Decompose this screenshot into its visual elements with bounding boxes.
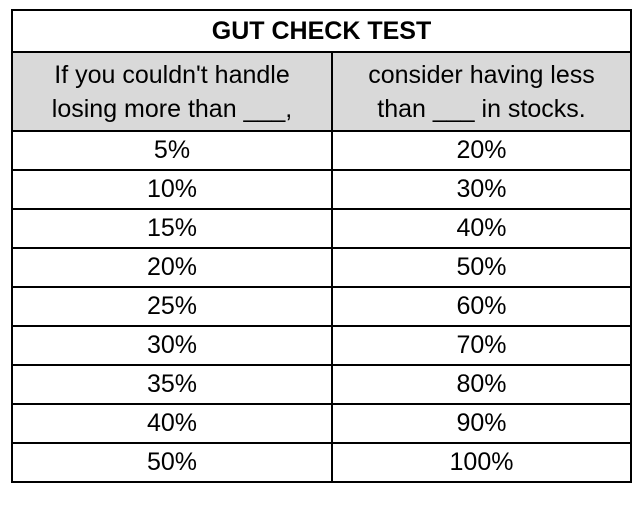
stocks-cell: 80% <box>330 364 633 405</box>
loss-cell: 20% <box>11 247 333 288</box>
loss-cell: 5% <box>11 130 333 171</box>
table-row: 5% 20% <box>11 130 633 171</box>
table-row: 10% 30% <box>11 169 633 210</box>
gut-check-table: GUT CHECK TEST If you couldn't handle lo… <box>10 9 633 483</box>
stocks-cell: 50% <box>330 247 633 288</box>
stocks-cell: 100% <box>330 442 633 483</box>
title-row: GUT CHECK TEST <box>10 9 633 53</box>
table-row: 15% 40% <box>11 208 633 249</box>
loss-cell: 15% <box>11 208 333 249</box>
loss-cell: 40% <box>11 403 333 444</box>
stocks-cell: 20% <box>330 130 633 171</box>
stocks-cell: 60% <box>330 286 633 327</box>
stocks-header-line-2: than ___ in stocks. <box>377 94 586 123</box>
table-row: 25% 60% <box>11 286 633 327</box>
stocks-cell: 70% <box>330 325 633 366</box>
table-row: 30% 70% <box>11 325 633 366</box>
loss-column-header: If you couldn't handle losing more than … <box>11 51 333 132</box>
stocks-cell: 90% <box>330 403 633 444</box>
table-row: 35% 80% <box>11 364 633 405</box>
loss-header-line-1: If you couldn't handle <box>54 60 290 89</box>
stocks-header-line-1: consider having less <box>368 60 595 89</box>
table-row: 40% 90% <box>11 403 633 444</box>
header-row: If you couldn't handle losing more than … <box>11 51 633 132</box>
stocks-column-header: consider having less than ___ in stocks. <box>330 51 633 132</box>
loss-cell: 25% <box>11 286 333 327</box>
table-title: GUT CHECK TEST <box>10 9 633 53</box>
loss-cell: 10% <box>11 169 333 210</box>
loss-cell: 50% <box>11 442 333 483</box>
table-row: 20% 50% <box>11 247 633 288</box>
stocks-cell: 30% <box>330 169 633 210</box>
loss-header-line-2: losing more than ___, <box>51 94 293 123</box>
loss-cell: 30% <box>11 325 333 366</box>
stocks-cell: 40% <box>330 208 633 249</box>
loss-cell: 35% <box>11 364 333 405</box>
table-row: 50% 100% <box>11 442 633 483</box>
table-body: 5% 20% 10% 30% 15% 40% 20% 50% 25% 60% 3… <box>11 130 633 483</box>
